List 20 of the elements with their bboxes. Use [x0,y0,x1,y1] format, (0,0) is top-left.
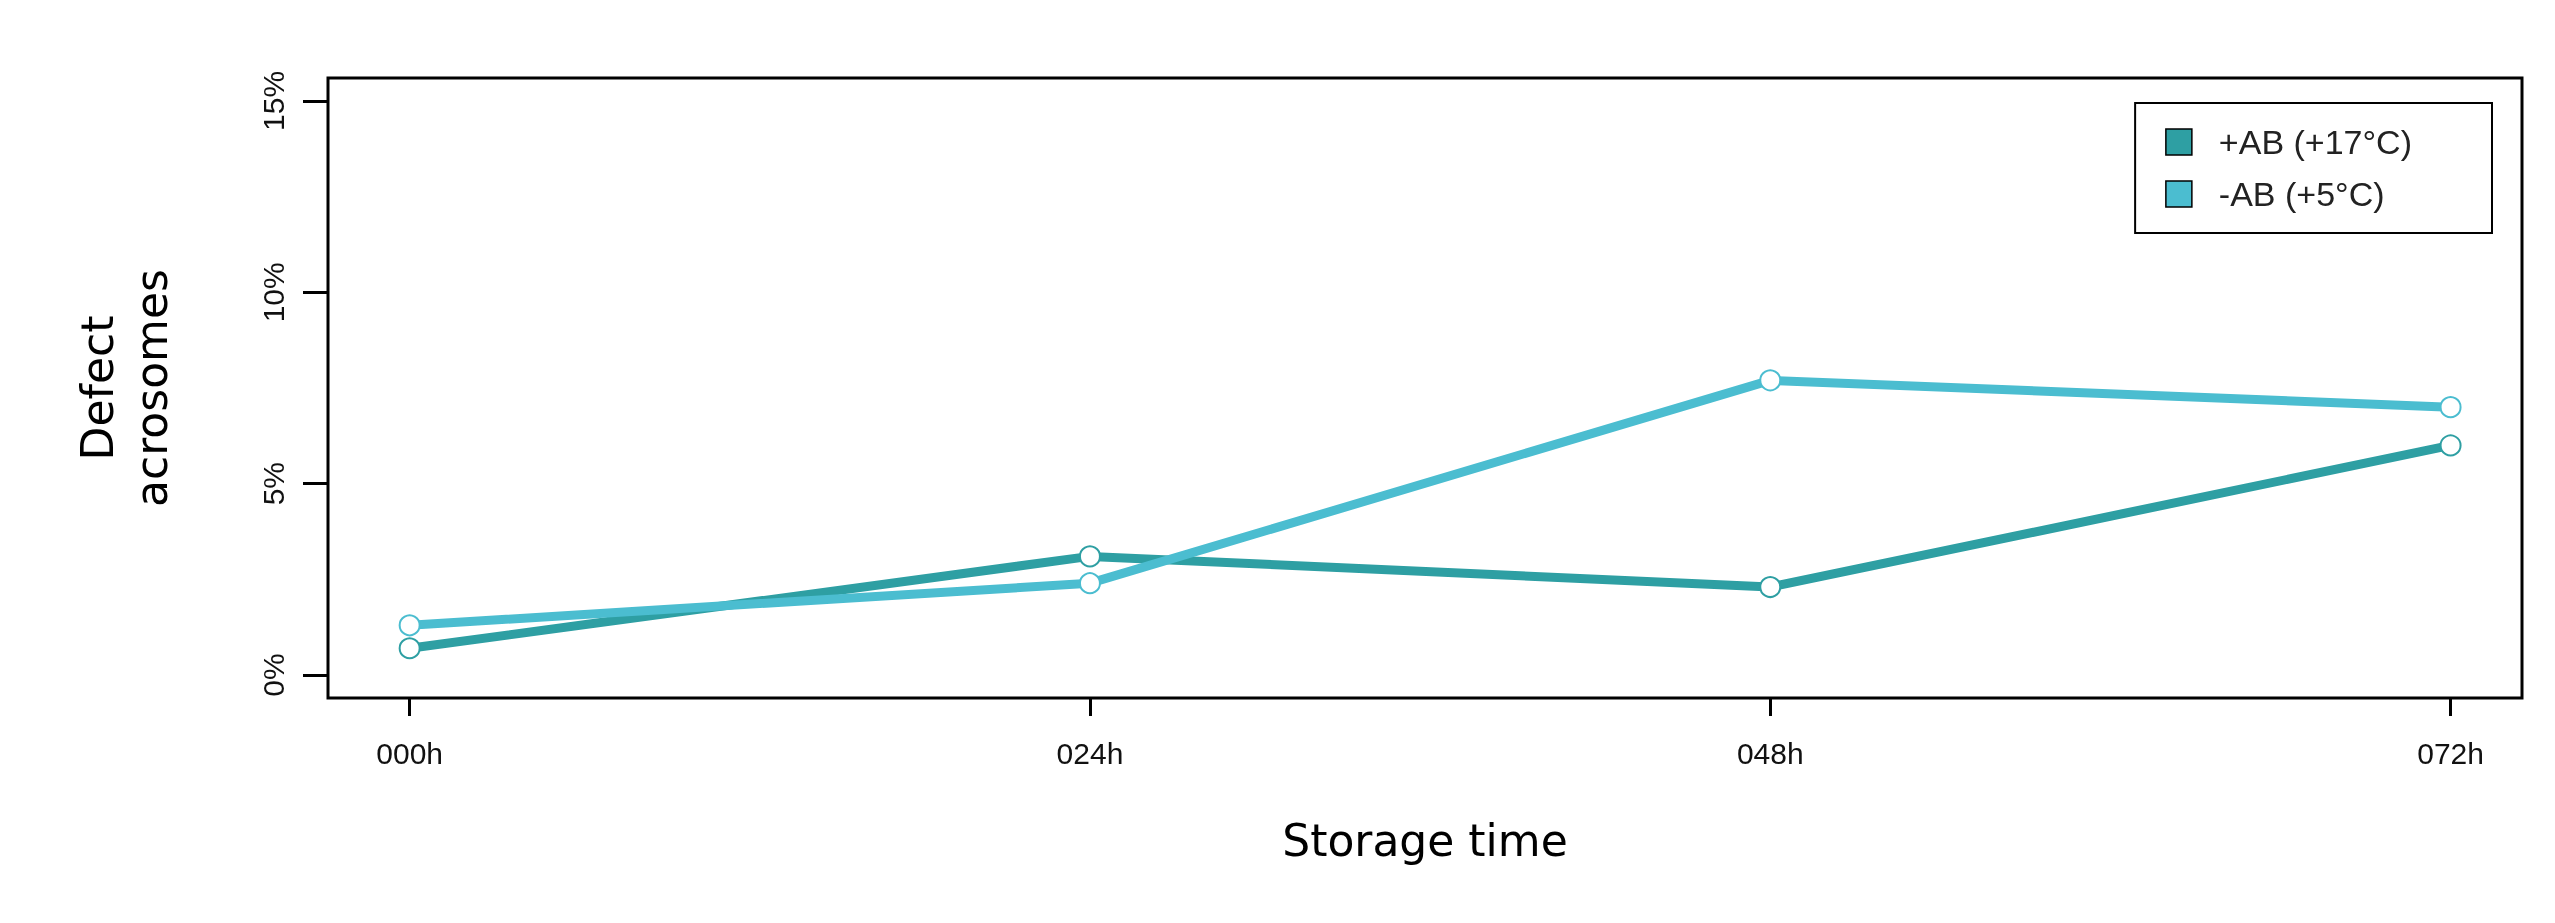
point [1759,369,1782,392]
point [2439,396,2462,419]
point [1078,545,1101,568]
y-tick-label: 15% [256,70,290,131]
y-tick-label: 10% [256,262,290,323]
point [398,614,421,637]
y-tick-label: 5% [256,462,290,506]
point [398,637,421,660]
x-axis-title: Storage time [1282,814,1568,866]
legend-label: +AB (+17°C) [2218,123,2413,161]
x-tick-label: 048h [1736,736,1804,770]
y-axis-title: Defect acrosomes [71,269,177,507]
x-tick-label: 024h [1056,736,1124,770]
point [1078,572,1101,595]
point [1759,576,1782,599]
x-tick-label: 000h [376,736,444,770]
legend-label: -AB (+5°C) [2218,175,2385,213]
point [2439,434,2462,457]
y-tick-label: 0% [256,653,290,697]
x-tick-label: 072h [2417,736,2484,770]
